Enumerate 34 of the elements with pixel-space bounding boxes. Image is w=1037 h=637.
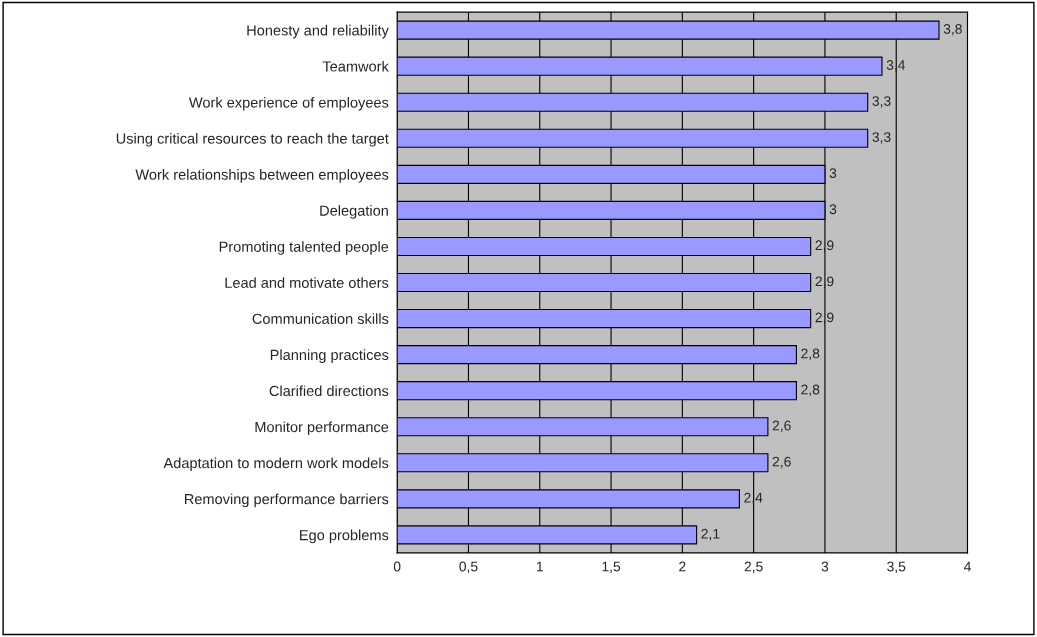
y-tick-label: Monitor performance (255, 421, 389, 436)
data-label: 2,6 (772, 420, 791, 433)
y-tick-label: Honesty and reliability (247, 24, 389, 39)
data-label: 3,3 (872, 132, 891, 144)
y-tick-label: Communication skills (252, 313, 389, 324)
data-label: 3,3 (872, 96, 891, 108)
data-label: 3 (829, 168, 837, 179)
y-tick-label: Teamwork (322, 60, 389, 72)
y-tick-label: Delegation (320, 205, 388, 219)
data-label: 2,8 (801, 348, 820, 360)
x-tick-label: 3,5 (887, 561, 906, 574)
data-label: 3 (829, 204, 837, 215)
x-tick-label: 0 (393, 561, 401, 572)
y-tick-label: Using critical resources to reach the target (116, 133, 389, 147)
x-tick-label: 3 (821, 561, 829, 572)
y-tick-label: Work relationships between employees (135, 169, 389, 183)
x-tick-label: 1,5 (602, 561, 621, 574)
data-label: 2,1 (701, 528, 720, 541)
data-label: 2,8 (801, 384, 820, 397)
y-tick-label: Ego problems (300, 529, 389, 544)
y-tick-label: Work experience of employees (188, 96, 389, 111)
data-label: 3,8 (943, 24, 962, 36)
y-tick-label: Clarified directions (269, 385, 389, 397)
y-tick-label: Promoting talented people (219, 241, 389, 255)
x-tick-label: 2 (679, 561, 686, 572)
x-tick-label: 2,5 (744, 561, 763, 574)
x-tick-label: 4 (963, 561, 971, 572)
y-tick-label: Lead and motivate others (225, 277, 389, 288)
x-tick-label: 0,5 (459, 561, 478, 574)
data-label: 2,6 (772, 456, 791, 469)
y-tick-label: Adaptation to modern work models (163, 457, 389, 472)
y-tick-label: Removing performance barriers (184, 493, 389, 508)
y-tick-label: Planning practices (270, 349, 389, 363)
x-tick-label: 1 (536, 561, 543, 572)
